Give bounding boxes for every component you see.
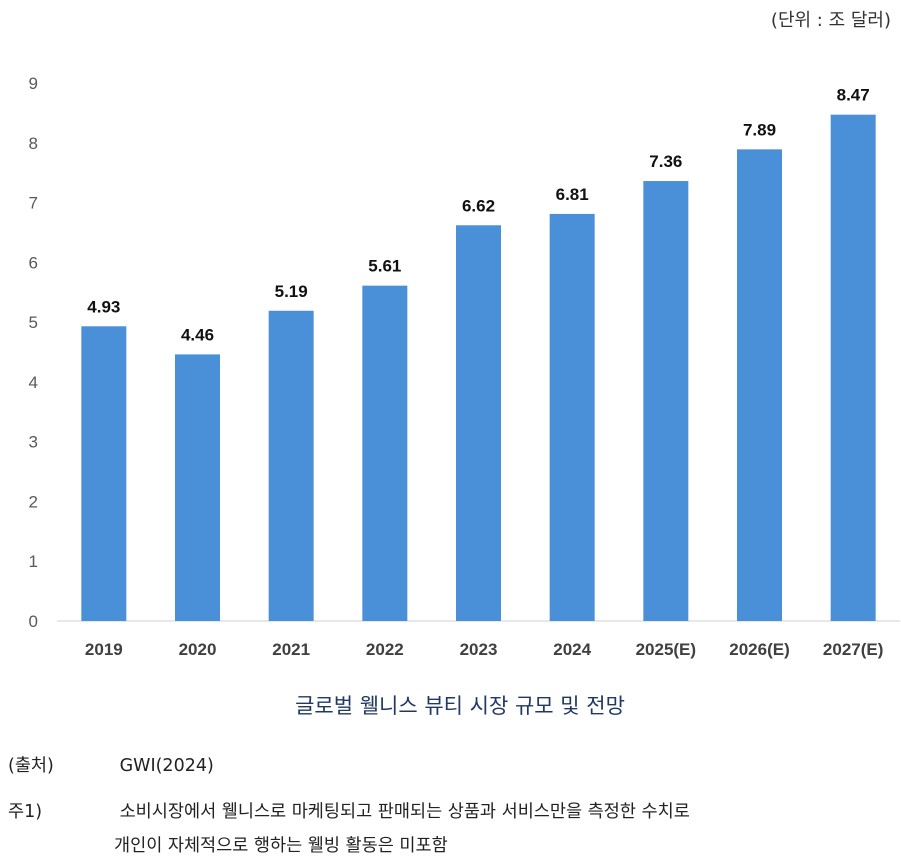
bar-2025(E) — [643, 181, 689, 621]
x-tick-label: 2024 — [553, 640, 591, 659]
y-tick-label: 1 — [29, 552, 38, 571]
y-tick-label: 3 — [29, 433, 38, 452]
x-tick-label: 2022 — [366, 640, 404, 659]
value-label: 6.81 — [556, 185, 589, 204]
value-label: 7.89 — [743, 120, 776, 139]
y-tick-label: 9 — [29, 74, 38, 93]
source-value: GWI(2024) — [119, 756, 214, 776]
chart-caption: 글로벌 웰니스 뷰티 시장 규모 및 전망 — [295, 694, 625, 718]
bar-2026(E) — [737, 149, 782, 621]
value-label: 5.61 — [368, 257, 401, 276]
bar-2023 — [456, 225, 501, 621]
source-key: (출처) — [8, 756, 54, 776]
bar-chart: 0 1 2 3 4 5 6 7 8 9 4.93 4.46 5.19 5.61 6.62 6.81 7.36 7… — [29, 74, 900, 659]
x-tick-label: 2019 — [85, 640, 123, 659]
y-tick-label: 5 — [29, 313, 38, 332]
note-line-2: 개인이 자체적으로 행하는 웰빙 활동은 미포함 — [114, 836, 448, 856]
source-row: (출처) GWI(2024) — [8, 752, 214, 777]
bar-2024 — [549, 213, 595, 621]
y-axis-ticks: 0 1 2 3 4 5 6 7 8 9 — [29, 74, 38, 631]
x-tick-label: 2025(E) — [636, 640, 696, 659]
bars-group — [81, 114, 876, 621]
bar-2022 — [362, 285, 408, 621]
bar-2020 — [175, 354, 220, 621]
value-label: 5.19 — [275, 282, 308, 301]
unit-label: (단위 : 조 달러) — [770, 10, 891, 31]
note-row: 주1) 소비시장에서 웰니스로 마케팅되고 판매되는 상품과 서비스만을 측정한… — [8, 798, 690, 823]
bar-2021 — [268, 310, 314, 621]
x-tick-label: 2026(E) — [729, 640, 789, 659]
x-tick-label: 2027(E) — [823, 640, 883, 659]
value-label: 6.62 — [462, 196, 495, 215]
value-label: 4.46 — [181, 325, 214, 344]
y-tick-label: 8 — [29, 134, 38, 153]
x-tick-label: 2020 — [179, 640, 217, 659]
note-key: 주1) — [8, 802, 43, 822]
value-label: 4.93 — [87, 297, 120, 316]
note-line-1: 소비시장에서 웰니스로 마케팅되고 판매되는 상품과 서비스만을 측정한 수치로 — [119, 802, 690, 822]
x-tick-label: 2021 — [272, 640, 310, 659]
y-tick-label: 0 — [29, 612, 38, 631]
y-tick-label: 2 — [29, 492, 38, 511]
x-tick-label: 2023 — [460, 640, 498, 659]
bar-2019 — [81, 326, 127, 621]
x-axis-labels-group: 2019 2020 2021 2022 2023 2024 2025(E) 2026(E) 20… — [85, 640, 883, 659]
y-tick-label: 6 — [29, 253, 38, 272]
value-label: 8.47 — [837, 86, 870, 105]
value-label: 7.36 — [649, 152, 682, 171]
y-tick-label: 7 — [29, 194, 38, 213]
bar-2027(E) — [830, 114, 876, 621]
value-labels-group: 4.93 4.46 5.19 5.61 6.62 6.81 7.36 7.89 8.47 — [87, 86, 869, 345]
y-tick-label: 4 — [29, 373, 38, 392]
